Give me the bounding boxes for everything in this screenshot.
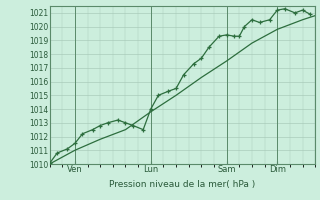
X-axis label: Pression niveau de la mer( hPa ): Pression niveau de la mer( hPa ): [109, 180, 256, 189]
